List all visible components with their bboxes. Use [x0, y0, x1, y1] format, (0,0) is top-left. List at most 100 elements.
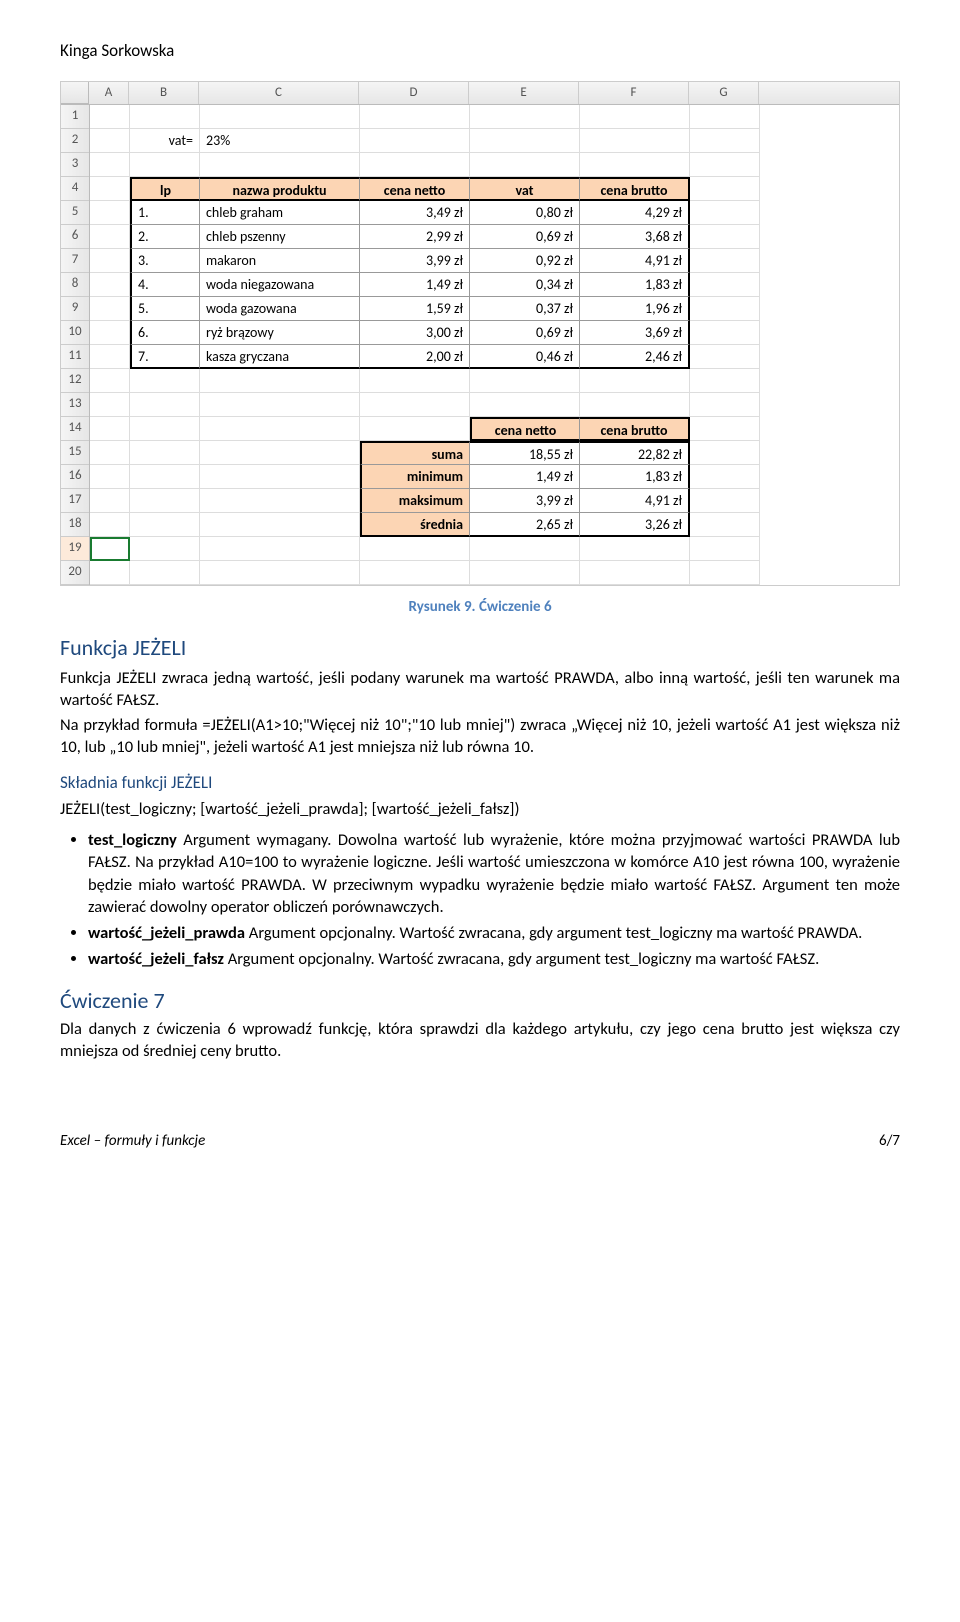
hdr-nazwa: nazwa produktu	[200, 177, 360, 201]
cell-brutto: 1,96 zł	[580, 297, 690, 321]
row-head: 9	[61, 297, 89, 321]
section-para1: Funkcja JEŻELI zwraca jedną wartość, jeś…	[60, 667, 900, 712]
row-headers: 1234567891011121314151617181920	[61, 105, 90, 585]
table-row: 3.makaron3,99 zł0,92 zł4,91 zł	[90, 249, 899, 273]
cell-brutto: 1,83 zł	[580, 273, 690, 297]
cell-brutto: 4,91 zł	[580, 249, 690, 273]
cell-netto: 3,99 zł	[360, 249, 470, 273]
row-head: 2	[61, 129, 89, 153]
table-row: 7.kasza gryczana2,00 zł0,46 zł2,46 zł	[90, 345, 899, 369]
hdr-lp: lp	[130, 177, 200, 201]
cell	[90, 225, 130, 249]
cell	[200, 153, 360, 177]
sum-hdr-netto: cena netto	[470, 417, 580, 441]
table-row	[90, 561, 899, 585]
cell	[90, 177, 130, 201]
cell-brutto: 3,68 zł	[580, 225, 690, 249]
table-row: średnia2,65 zł3,26 zł	[90, 513, 899, 537]
sum-netto: 2,65 zł	[470, 513, 580, 537]
cell	[200, 417, 360, 441]
row-head: 13	[61, 393, 89, 417]
page-footer: Excel – formuły i funkcje 6/7	[60, 1132, 900, 1150]
spreadsheet-screenshot: A B C D E F G 12345678910111213141516171…	[60, 81, 900, 586]
row-head: 4	[61, 177, 89, 201]
cell-lp: 2.	[130, 225, 200, 249]
table-row	[90, 105, 899, 129]
row-head: 15	[61, 441, 89, 465]
sum-brutto: 22,82 zł	[580, 441, 690, 465]
cell	[690, 201, 760, 225]
cell	[90, 369, 130, 393]
cell	[130, 105, 200, 129]
sum-netto: 1,49 zł	[470, 465, 580, 489]
cell-nazwa: makaron	[200, 249, 360, 273]
table-row: 5.woda gazowana1,59 zł0,37 zł1,96 zł	[90, 297, 899, 321]
cell	[690, 225, 760, 249]
cell	[690, 369, 760, 393]
cell	[360, 129, 470, 153]
cell-vat: 0,37 zł	[470, 297, 580, 321]
arg-desc: Argument opcjonalny. Wartość zwracana, g…	[224, 949, 819, 969]
vat-label: vat=	[130, 129, 200, 153]
cells-area: vat=23%lpnazwa produktucena nettovatcena…	[90, 105, 899, 585]
cell	[90, 297, 130, 321]
hdr-brutto: cena brutto	[580, 177, 690, 201]
cell-nazwa: kasza gryczana	[200, 345, 360, 369]
bullet-list: test_logiczny Argument wymagany. Dowolna…	[88, 829, 900, 971]
footer-left: Excel – formuły i funkcje	[60, 1132, 205, 1150]
arg-desc: Argument opcjonalny. Wartość zwracana, g…	[245, 923, 862, 943]
table-row: 4.woda niegazowana1,49 zł0,34 zł1,83 zł	[90, 273, 899, 297]
cell	[470, 129, 580, 153]
cell	[690, 105, 760, 129]
cell	[90, 489, 130, 513]
cell-vat: 0,69 zł	[470, 225, 580, 249]
cell	[130, 393, 200, 417]
row-head: 16	[61, 465, 89, 489]
cell	[360, 393, 470, 417]
cell	[690, 513, 760, 537]
table-row: maksimum3,99 zł4,91 zł	[90, 489, 899, 513]
sum-label: maksimum	[360, 489, 470, 513]
cell	[90, 513, 130, 537]
author-name: Kinga Sorkowska	[60, 40, 900, 61]
cell-netto: 1,59 zł	[360, 297, 470, 321]
cell	[90, 129, 130, 153]
cell	[690, 417, 760, 441]
sum-netto: 3,99 zł	[470, 489, 580, 513]
cell	[90, 105, 130, 129]
cell	[90, 561, 130, 585]
col-head-e: E	[469, 82, 579, 104]
cell	[360, 105, 470, 129]
cell	[200, 561, 360, 585]
col-head-b: B	[129, 82, 199, 104]
cell	[90, 273, 130, 297]
hdr-vat: vat	[470, 177, 580, 201]
cell	[690, 177, 760, 201]
col-head-c: C	[199, 82, 359, 104]
hdr-netto: cena netto	[360, 177, 470, 201]
corner-cell	[61, 82, 89, 104]
row-head: 3	[61, 153, 89, 177]
table-row	[90, 369, 899, 393]
cell-vat: 0,69 zł	[470, 321, 580, 345]
sum-brutto: 4,91 zł	[580, 489, 690, 513]
row-head: 12	[61, 369, 89, 393]
cell	[360, 537, 470, 561]
cell	[690, 441, 760, 465]
table-row: vat=23%	[90, 129, 899, 153]
sum-brutto: 3,26 zł	[580, 513, 690, 537]
cell	[580, 561, 690, 585]
cell-netto: 3,00 zł	[360, 321, 470, 345]
cell	[690, 273, 760, 297]
cell	[200, 393, 360, 417]
cell	[130, 465, 200, 489]
cell	[470, 561, 580, 585]
arg-name: test_logiczny	[88, 830, 177, 850]
cell	[360, 153, 470, 177]
cell	[130, 489, 200, 513]
cell	[580, 105, 690, 129]
cell-netto: 2,00 zł	[360, 345, 470, 369]
arg-name: wartość_jeżeli_fałsz	[88, 949, 224, 969]
cell	[690, 153, 760, 177]
cell	[90, 465, 130, 489]
